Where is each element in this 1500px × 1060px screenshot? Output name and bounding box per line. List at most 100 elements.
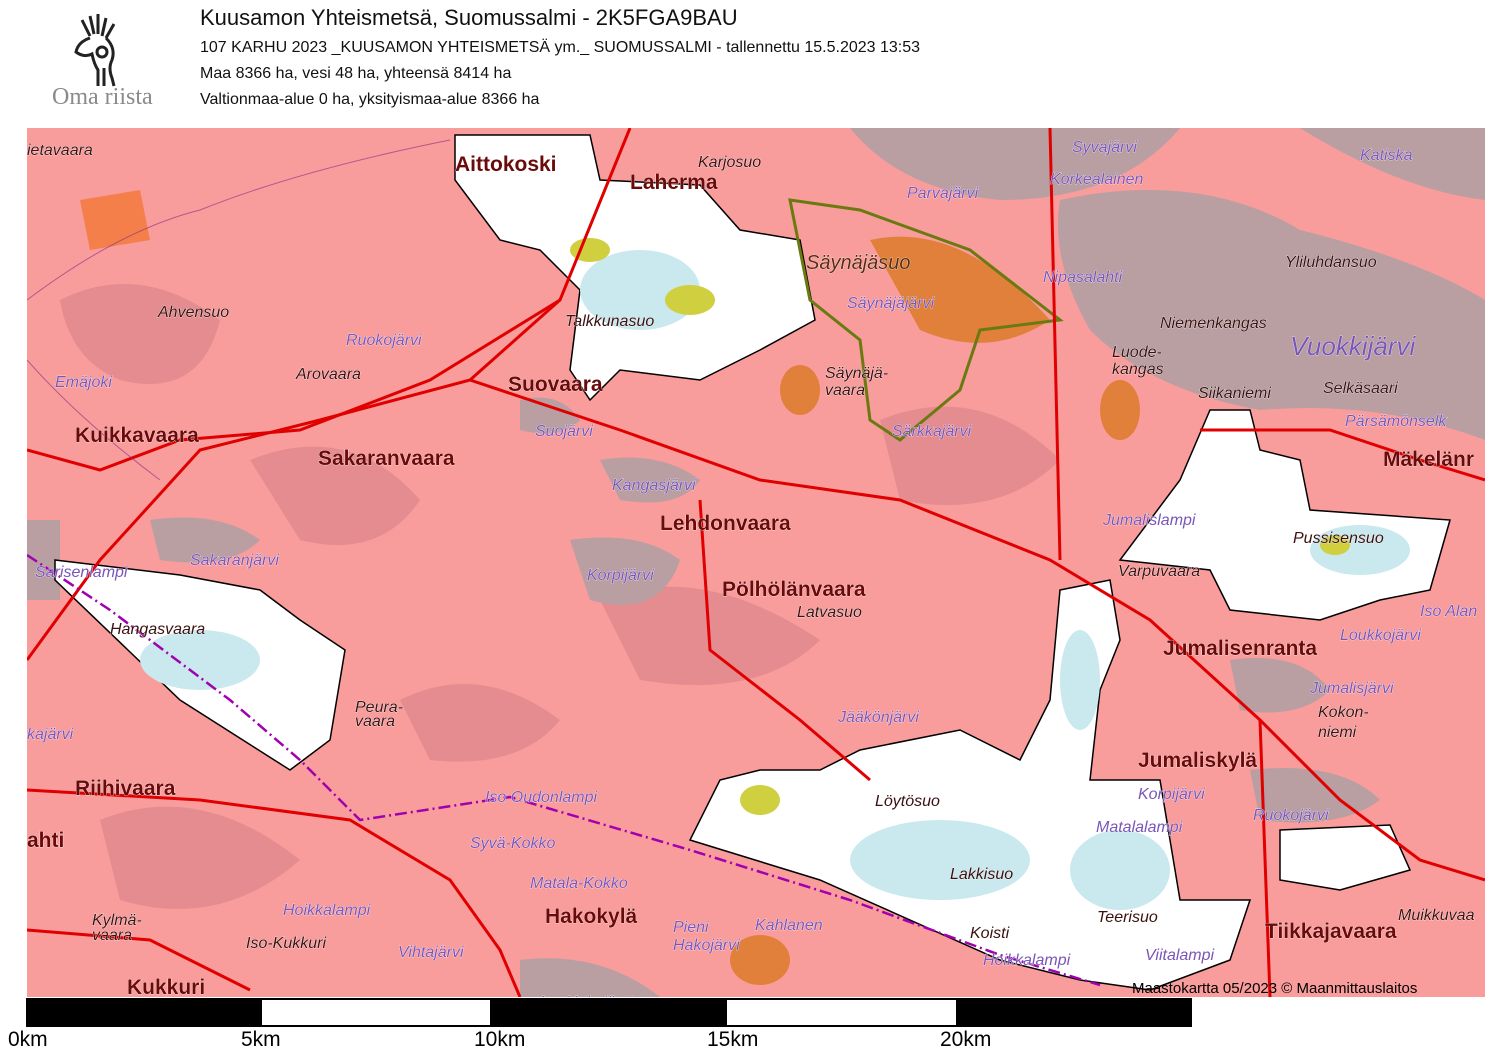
orange-patches: [730, 236, 1140, 985]
scale-segment: [26, 998, 260, 1027]
map-label-terrain: Lakkisuo: [950, 866, 1013, 883]
municipal-border: [27, 553, 1101, 987]
map-label-village: Jumalisenranta: [1163, 637, 1317, 660]
oma-riista-moose-logo: [74, 14, 116, 87]
scale-tick: 0km: [8, 1028, 48, 1051]
scale-tick: 20km: [940, 1028, 992, 1051]
scale-segment: [492, 998, 725, 1027]
map-label-village: Suovaara: [508, 373, 603, 396]
map-label-village: Aittokoski: [455, 153, 557, 176]
map-label-water: Iso Hakojärvi: [540, 994, 633, 997]
map-label-village: Sakaranvaara: [318, 447, 455, 470]
marsh-patches: [140, 250, 1410, 910]
map-label-water: Matala-Kokko: [530, 875, 628, 892]
map-label-terrain: Kylmä-: [92, 912, 142, 929]
map-label-water: Hakojärvi: [673, 937, 740, 954]
map-label-water: Pärsämönselk: [1345, 413, 1447, 430]
scale-tick: 5km: [241, 1028, 281, 1051]
scale-tick: 10km: [474, 1028, 526, 1051]
map-label-water: Iso Alan: [1420, 603, 1477, 620]
map-label-village: ahti: [27, 829, 64, 852]
map-label-village: Kuikkavaara: [75, 424, 199, 447]
map-label-terrain: Varpuvaara: [1118, 563, 1200, 580]
map-label-water: Parvajärvi: [907, 185, 979, 202]
map-label-water: Emäjoki: [55, 374, 112, 391]
roads: [27, 128, 1485, 997]
map-label-terrain: Peura-: [355, 699, 403, 716]
map-label-terrain-big: Säynäjäsuo: [806, 252, 911, 274]
map-label-terrain: Kokon-: [1318, 704, 1369, 721]
map-label-terrain: Siikaniemi: [1198, 385, 1271, 402]
scale-segment: [958, 998, 1192, 1027]
map-copyright: Maastokartta 05/2023 © Maanmittauslaitos: [1132, 980, 1417, 997]
map-label-water: Pieni: [673, 919, 709, 936]
scale-segment: [725, 998, 958, 1027]
map-label-water: Kahlanen: [755, 917, 823, 934]
map-label-water: Kangasjärvi: [612, 477, 696, 494]
map-label-water: Suojärvi: [535, 423, 593, 440]
map-label-terrain: niemi: [1318, 724, 1357, 741]
map-label-water-big: Vuokkijärvi: [1290, 331, 1416, 361]
map-label-terrain: Koisti: [970, 925, 1010, 942]
map-label-village: Laherma: [630, 171, 718, 194]
map-label-water: Hoikkalampi: [283, 902, 371, 919]
scale-bar: [26, 998, 1192, 1027]
map-label-terrain: Selkäsaari: [1323, 380, 1398, 397]
map-label-water: Korpijärvi: [587, 567, 654, 584]
streams: [27, 139, 451, 481]
map-label-terrain: Niemenkangas: [1160, 315, 1267, 332]
map-label-terrain: kangas: [1112, 361, 1164, 378]
map-label-water: Katiska: [1360, 147, 1413, 164]
map-label-water: Säynäjäjärvi: [847, 295, 935, 312]
map-label-terrain: Karjosuo: [698, 154, 761, 171]
map-title: Kuusamon Yhteismetsä, Suomussalmi - 2K5F…: [200, 5, 738, 30]
map-label-terrain: Luode-: [1112, 344, 1162, 361]
map-label-terrain: Iso-Kukkuri: [246, 935, 326, 952]
map-label-village: Mäkelänr: [1383, 448, 1474, 471]
map-label-terrain: vaara: [355, 713, 395, 730]
map-label-village: Tiikkajavaara: [1265, 920, 1397, 943]
map-label-water: kajärvi: [27, 726, 74, 743]
map-label-water: Iso Oudonlampi: [485, 789, 598, 806]
map-label-terrain: Pussisensuo: [1293, 530, 1384, 547]
map-label-water: Sakaranjärvi: [190, 552, 279, 569]
yellow-fields: [570, 238, 1350, 815]
lakes: [27, 128, 1485, 997]
map-label-terrain: ietavaara: [27, 142, 93, 159]
map-label-terrain: Latvasuo: [797, 604, 862, 621]
map-label-village: Pölhölänvaara: [722, 578, 866, 601]
map-label-terrain: Talkkunasuo: [565, 313, 654, 330]
map-label-village: Riihivaara: [75, 777, 176, 800]
hunting-area-southeast: [1279, 824, 1412, 891]
logo-text: Oma riista: [52, 84, 153, 110]
map-label-water: Jumalisjärvi: [1309, 680, 1394, 697]
map-label-water: Särkkajärvi: [892, 423, 972, 440]
map-label-water: Syvajärvi: [1072, 139, 1137, 156]
map-label-water: Sarisenlampi: [35, 564, 128, 581]
area-summary: Maa 8366 ha, vesi 48 ha, yhteensä 8414 h…: [200, 65, 512, 82]
scale-segment: [260, 998, 492, 1027]
airport: [80, 190, 150, 250]
map-label-water: Nipasalahti: [1043, 269, 1123, 286]
map-label-terrain: Löytösuo: [875, 793, 940, 810]
map-label-terrain: Yliluhdansuo: [1285, 254, 1377, 271]
scale-tick: 15km: [707, 1028, 759, 1051]
protected-area-boundary: [788, 198, 1064, 442]
map-label-terrain: Ahvensuo: [157, 304, 229, 321]
map-label-village: Hakokylä: [545, 905, 638, 928]
topographic-map[interactable]: Aittokoski Laherma Suovaara Kuikkavaara Saka…: [27, 128, 1485, 997]
map-label-water: Vihtajärvi: [398, 944, 464, 961]
ownership-summary: Valtionmaa-alue 0 ha, yksityismaa-alue 8…: [200, 91, 540, 108]
map-label-water: Korkealainen: [1050, 171, 1144, 188]
map-label-water: Syvä-Kokko: [470, 835, 555, 852]
map-label-terrain: Hangasvaara: [110, 621, 205, 638]
map-label-terrain: vaara: [825, 382, 865, 399]
map-label-terrain: Teerisuo: [1097, 909, 1158, 926]
map-label-water: Korpijärvi: [1138, 786, 1205, 803]
map-label-water: Jääkönjärvi: [837, 709, 919, 726]
map-label-terrain: Arovaara: [295, 366, 361, 383]
map-label-terrain: Muikkuvaa: [1398, 907, 1475, 924]
map-label-village: Jumaliskylä: [1138, 749, 1257, 772]
map-label-water: Viitalampi: [1145, 947, 1215, 964]
map-label-terrain: Säynäjä-: [825, 365, 888, 382]
